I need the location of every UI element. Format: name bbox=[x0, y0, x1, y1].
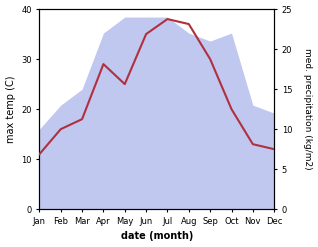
Y-axis label: max temp (C): max temp (C) bbox=[5, 75, 16, 143]
Y-axis label: med. precipitation (kg/m2): med. precipitation (kg/m2) bbox=[303, 48, 313, 170]
X-axis label: date (month): date (month) bbox=[121, 231, 193, 242]
